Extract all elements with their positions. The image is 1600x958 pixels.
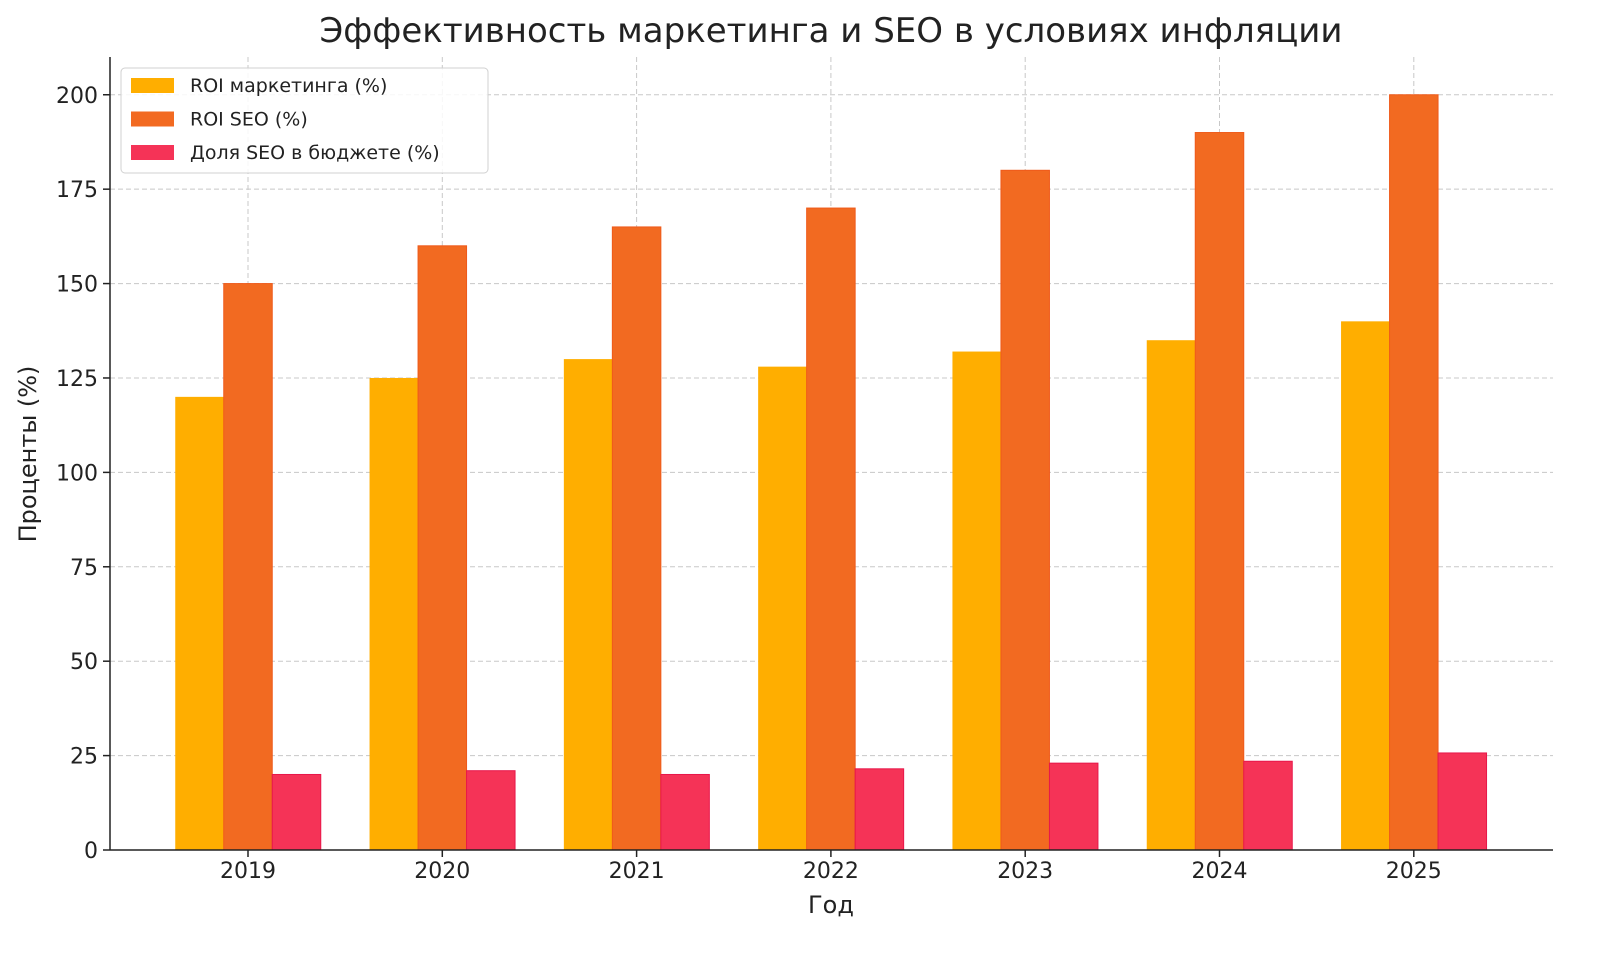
y-tick-label: 75 (70, 556, 98, 581)
legend-label: ROI маркетинга (%) (190, 75, 387, 97)
y-tick-label: 0 (84, 839, 98, 864)
bar-roi-маркетинга- (952, 351, 1001, 850)
bar-доля-seo-в-бюджете- (271, 773, 322, 851)
bar-roi-seo- (611, 226, 662, 851)
legend-swatch (131, 111, 174, 127)
bar-roi-seo- (1389, 94, 1439, 851)
bar-доля-seo-в-бюджете- (854, 768, 905, 851)
chart-title: Эффективность маркетинга и SEO в условия… (320, 11, 1343, 51)
x-axis-label: Год (808, 891, 854, 919)
bar-roi-маркетинга- (563, 359, 613, 850)
x-tick-label: 2020 (414, 859, 470, 884)
x-tick-label: 2025 (1386, 859, 1442, 884)
legend-label: Доля SEO в бюджете (%) (190, 142, 440, 164)
x-tick-label: 2022 (803, 859, 859, 884)
legend-swatch (131, 145, 174, 160)
bar-roi-seo- (223, 283, 273, 851)
x-tick-label: 2019 (220, 859, 276, 884)
y-tick-label: 200 (56, 84, 98, 109)
bars (175, 94, 1488, 851)
bar-roi-маркетинга- (369, 377, 419, 850)
y-axis-label: Проценты (%) (14, 366, 42, 543)
bar-доля-seo-в-бюджете- (466, 770, 516, 851)
legend-swatch (131, 78, 174, 93)
y-tick-label: 175 (56, 178, 98, 203)
legend-box (120, 67, 489, 174)
y-tick-label: 150 (56, 273, 98, 298)
bar-roi-маркетинга- (175, 396, 224, 850)
bar-roi-маркетинга- (1146, 340, 1196, 850)
x-tick-label: 2021 (609, 859, 665, 884)
y-tick-label: 125 (56, 367, 98, 392)
bar-roi-seo- (417, 245, 468, 851)
bar-roi-маркетинга- (758, 366, 807, 850)
bar-roi-seo- (1194, 132, 1245, 851)
y-tick-label: 25 (70, 745, 98, 770)
bar-доля-seo-в-бюджете- (1437, 752, 1488, 851)
bar-roi-seo- (806, 207, 856, 851)
bar-доля-seo-в-бюджете- (1243, 760, 1293, 851)
y-tick-label: 100 (56, 461, 98, 486)
legend-label: ROI SEO (%) (190, 109, 308, 131)
x-tick-label: 2024 (1192, 859, 1248, 884)
y-tick-label: 50 (70, 650, 98, 675)
axes: 0 25 50 75 100 125 150 175 200 2019 2020 2021 2022 20… (56, 57, 1553, 884)
x-tick-label: 2023 (997, 859, 1053, 884)
legend: ROI маркетинга (%) ROI SEO (%) Доля SEO в … (120, 67, 489, 174)
bar-доля-seo-в-бюджете- (660, 773, 710, 851)
bar-roi-seo- (1000, 169, 1050, 851)
bar-доля-seo-в-бюджете- (1048, 762, 1099, 851)
bar-roi-маркетинга- (1341, 321, 1390, 850)
